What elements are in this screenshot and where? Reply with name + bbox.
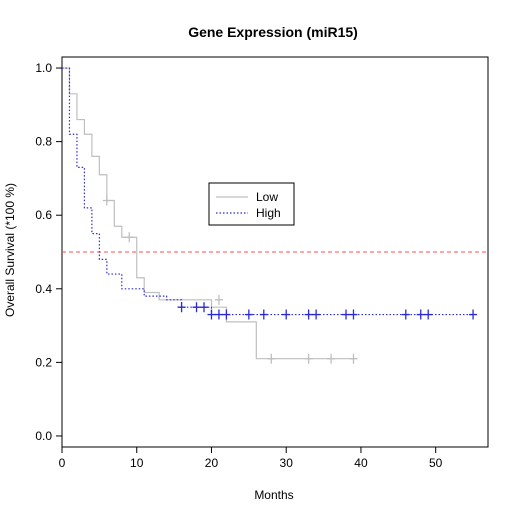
censor-mark-low: [125, 232, 134, 243]
y-tick-label: 0.8: [35, 135, 52, 149]
censor-mark-low: [327, 353, 336, 364]
x-tick-label: 50: [429, 456, 443, 470]
axis-layer: 0 10 20 30 40 50 0.0 0.2 0.4 0.6 0.8 1.0: [35, 61, 442, 470]
censor-mark-high: [192, 302, 201, 313]
censor-mark-high: [200, 302, 208, 313]
series-line-low: [62, 67, 354, 360]
x-tick-label: 10: [130, 456, 144, 470]
series-line-high: [62, 67, 474, 316]
censor-mark-high: [312, 309, 321, 320]
censor-mark-high: [222, 309, 231, 320]
censor-mark-low: [102, 195, 111, 206]
y-tick-label: 0.0: [35, 429, 52, 443]
censor-mark-low: [304, 353, 313, 364]
censor-mark-high: [259, 309, 268, 320]
censor-mark-low: [214, 294, 223, 305]
y-axis-label: Overall Survival (*100 %): [3, 183, 17, 317]
censor-mark-high: [282, 309, 291, 320]
censor-mark-low: [267, 353, 276, 364]
censor-mark-high: [207, 309, 216, 320]
x-tick-label: 20: [205, 456, 219, 470]
censor-mark-high: [304, 309, 313, 320]
censor-mark-high: [214, 309, 223, 320]
censor-mark-low: [349, 353, 358, 364]
censor-mark-high: [401, 309, 410, 320]
legend-box: [208, 182, 295, 226]
censor-mark-high: [349, 309, 358, 320]
censor-mark-high: [342, 309, 350, 320]
y-tick-label: 0.2: [35, 355, 52, 369]
censor-mark-high: [244, 309, 253, 320]
x-axis-label: Months: [254, 488, 293, 502]
x-tick-label: 30: [280, 456, 294, 470]
censor-mark-high: [416, 309, 425, 320]
censor-mark-high: [469, 309, 478, 320]
y-tick-label: 0.6: [35, 208, 52, 222]
x-tick-label: 0: [59, 456, 66, 470]
chart-title: Gene Expression (miR15): [188, 24, 358, 40]
series-layer: [62, 67, 478, 364]
censor-mark-high: [177, 302, 186, 313]
y-tick-label: 0.4: [35, 282, 52, 296]
legend-label-low: Low: [256, 190, 278, 204]
y-tick-label: 1.0: [35, 61, 52, 75]
legend-label-high: High: [256, 206, 281, 220]
legend: Low High: [208, 182, 295, 226]
x-tick-label: 40: [354, 456, 368, 470]
censor-mark-high: [424, 309, 433, 320]
